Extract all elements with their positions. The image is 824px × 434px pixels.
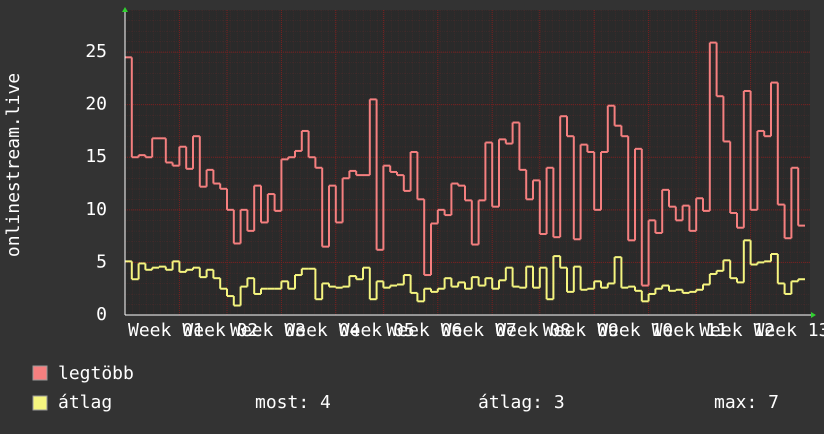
legend-swatch [32, 365, 48, 381]
x-tick-label: Week 09 [543, 320, 619, 341]
x-tick-label: Week 10 [597, 320, 673, 341]
x-tick-label: Week 04 [284, 320, 360, 341]
x-tick-label: Week 02 [182, 320, 258, 341]
legend-stat: átlag: 3 [478, 392, 565, 413]
legend-stat: most: 4 [255, 392, 331, 413]
x-tick-label: Week 01 [128, 320, 204, 341]
y-tick-label: 10 [85, 199, 107, 220]
y-tick-label: 20 [85, 94, 107, 115]
x-tick-label: Week 11 [652, 320, 728, 341]
x-tick-label: Week 03 [230, 320, 306, 341]
x-tick-label: Week 08 [495, 320, 571, 341]
legend-label: legtöbb [58, 363, 134, 384]
x-tick-label: Week 06 [386, 320, 462, 341]
y-tick-label: 25 [85, 41, 107, 62]
x-tick-label: Week 13 [754, 320, 824, 341]
y-arrow [122, 7, 128, 12]
y-tick-label: 0 [96, 304, 107, 325]
x-tick-label: Week 12 [699, 320, 775, 341]
y-axis-label: onlinestream.live [3, 73, 24, 257]
x-tick-label: Week 07 [441, 320, 517, 341]
legend-stat: max: 7 [714, 392, 779, 413]
y-tick-label: 15 [85, 146, 107, 167]
legend-label: átlag [58, 392, 112, 413]
y-tick-label: 5 [96, 251, 107, 272]
legend-swatch [32, 395, 48, 411]
plot-area [125, 10, 810, 315]
x-arrow [811, 312, 816, 318]
x-tick-label: Week 05 [339, 320, 415, 341]
